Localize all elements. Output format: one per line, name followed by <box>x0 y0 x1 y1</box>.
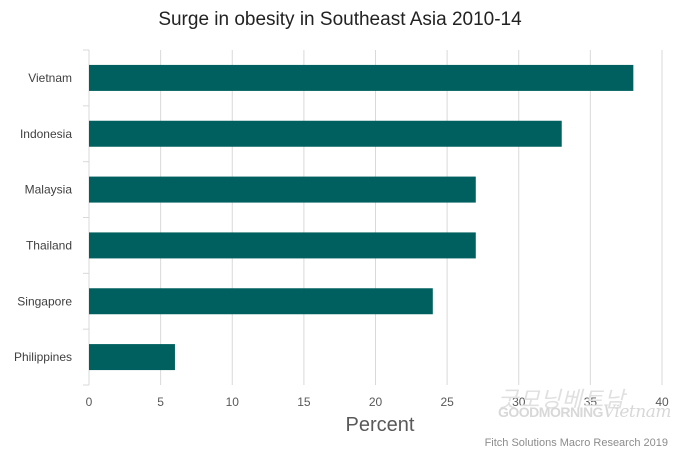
x-tick-label: 20 <box>369 395 383 409</box>
watermark-vietnam: Vietnam <box>602 402 672 422</box>
x-tick-label: 10 <box>226 395 240 409</box>
watermark-good-morning: GOODMORNING <box>498 404 603 420</box>
y-tick-label: Thailand <box>26 238 72 252</box>
x-tick-label: 25 <box>440 395 454 409</box>
y-tick-label: Indonesia <box>20 127 72 141</box>
watermark-korean-text: 굿모닝베트남 <box>498 388 626 413</box>
watermark-brand-text: GOODMORNINGVietnam <box>498 402 671 422</box>
y-tick-label: Philippines <box>14 350 72 364</box>
bar <box>89 176 476 203</box>
source-note: Fitch Solutions Macro Research 2019 <box>484 437 668 449</box>
watermark-logo: 굿모닝베트남 GOODMORNINGVietnam <box>498 382 678 422</box>
x-tick-label: 0 <box>86 395 93 409</box>
x-tick-label: 35 <box>584 395 598 409</box>
x-axis-label: Percent <box>345 414 415 436</box>
x-tick-label: 5 <box>157 395 164 409</box>
y-tick-label: Singapore <box>17 294 72 308</box>
bar <box>89 64 634 91</box>
bar <box>89 232 476 259</box>
bar <box>89 344 175 371</box>
y-tick-label: Vietnam <box>28 71 72 85</box>
bar <box>89 288 433 315</box>
y-tick-label: Malaysia <box>25 183 73 197</box>
x-tick-label: 40 <box>655 395 669 409</box>
bar <box>89 120 562 147</box>
x-tick-label: 30 <box>512 395 526 409</box>
x-tick-label: 15 <box>297 395 311 409</box>
chart-title: Surge in obesity in Southeast Asia 2010-… <box>158 9 522 30</box>
